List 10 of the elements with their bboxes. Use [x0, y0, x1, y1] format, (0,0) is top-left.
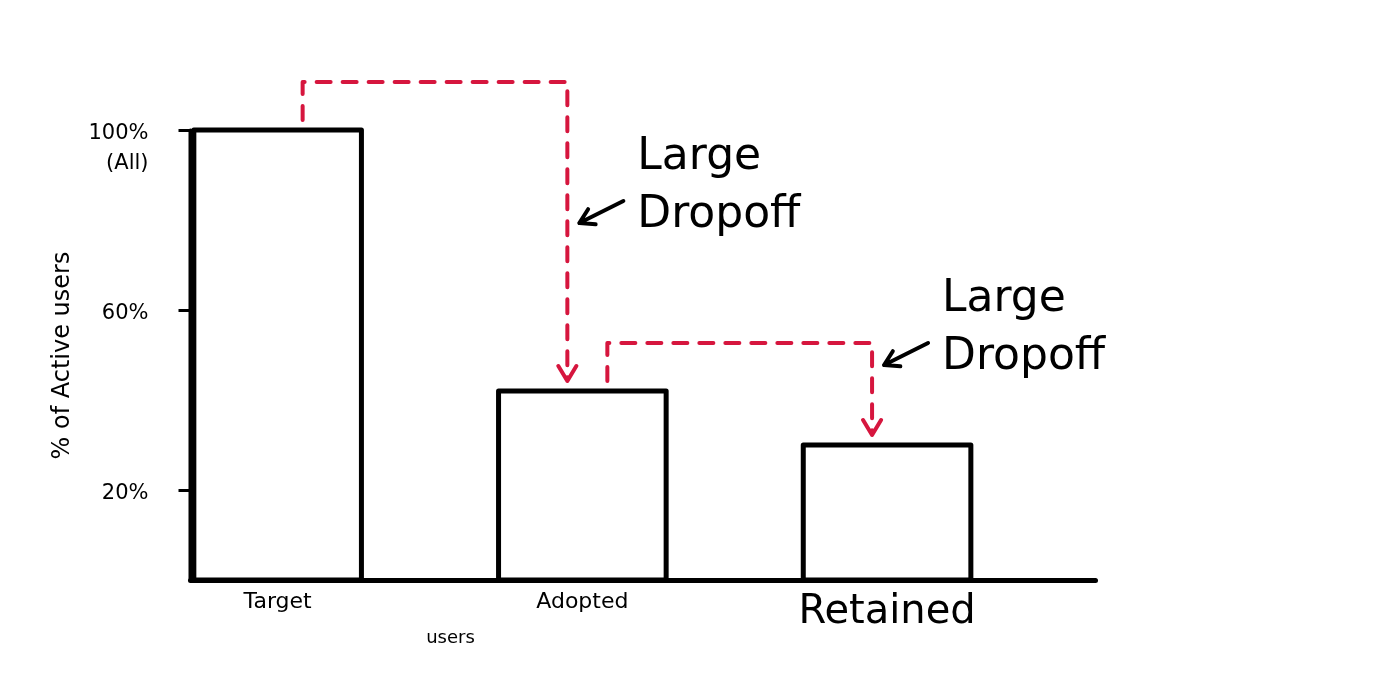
y-tick-label: 100% (All) — [88, 119, 149, 174]
x-tick-label: Retained — [798, 585, 976, 632]
y-tick-label: 60% — [101, 299, 149, 324]
annotation: Large Dropoff — [637, 128, 803, 237]
x-tick-label: Adopted — [536, 587, 629, 613]
x-tick-label: Target — [242, 587, 313, 613]
annotation: Large Dropoff — [942, 270, 1107, 379]
y-tick-label: 20% — [101, 479, 149, 504]
y-axis-title: % of Active users — [47, 251, 76, 460]
x-axis-title: users — [426, 625, 475, 647]
